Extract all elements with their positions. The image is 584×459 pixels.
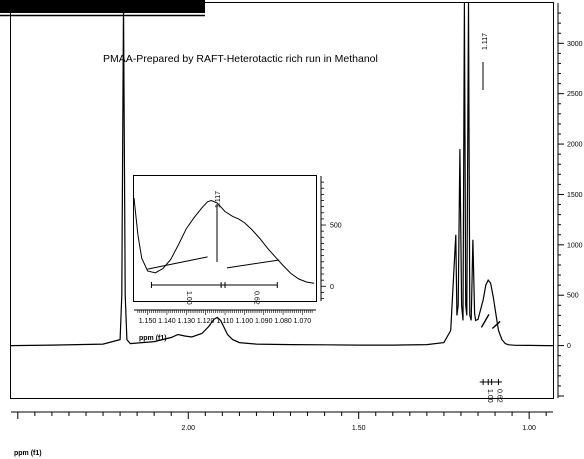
inset-integrals: 1.00 0.62 [147, 256, 280, 305]
inset-peak-label: 1.117 [215, 191, 222, 208]
inset-x-tick-label: 1.120 [197, 318, 215, 325]
inset-panel: 1.150 1.140 1.130 1.120 1.110 1.100 1.090 1.080… [133, 175, 342, 342]
inset-integral-value: 1.00 [185, 291, 192, 305]
main-y-axis: 0 500 1000 1500 2000 2500 3000 [557, 3, 583, 398]
inset-x-axis-title: ppm (f1) [139, 335, 167, 342]
inset-x-tick-label: 1.140 [158, 318, 176, 325]
main-x-axis-title: ppm (f1) [14, 450, 42, 457]
main-x-axis: 2.00 1.50 1.00 [11, 411, 553, 432]
main-y-tick-label: 1500 [567, 192, 583, 199]
main-x-tick-label: 1.50 [352, 425, 366, 432]
main-y-tick-label: 1000 [567, 242, 583, 249]
inset-y-axis: 0 500 [320, 176, 342, 301]
inset-integral-curve [147, 256, 208, 270]
main-peak-marker: 1.117 [482, 33, 489, 90]
inset-peak-marker: 1.117 [215, 191, 222, 262]
cropped-header-glyphs [0, 0, 205, 13]
inset-x-tick-label: 1.150 [139, 318, 157, 325]
inset-plot-frame [133, 175, 317, 302]
inset-x-tick-label: 1.110 [217, 318, 234, 325]
inset-x-tick-label: 1.080 [274, 318, 292, 325]
series-main-spectrum [10, 2, 553, 347]
inset-x-tick-label: 1.130 [178, 318, 196, 325]
main-integral-curve [491, 320, 501, 329]
main-x-tick-label: 2.00 [181, 425, 195, 432]
inset-y-tick-label: 500 [330, 223, 342, 230]
chart-title: PMAA-Prepared by RAFT-Heterotactic rich … [103, 53, 378, 65]
main-peak-label: 1.117 [482, 33, 489, 50]
main-integral-value: 0.62 [496, 389, 503, 403]
inset-x-axis: 1.150 1.140 1.130 1.120 1.110 1.100 1.090 1.080… [134, 309, 316, 325]
main-y-tick-label: 0 [567, 343, 571, 350]
main-x-tick-label: 1.00 [522, 425, 536, 432]
main-y-tick-label: 2000 [567, 142, 583, 149]
main-integral-curve [480, 314, 490, 328]
inset-y-tick-label: 0 [330, 284, 334, 291]
inset-integral-value: 0.62 [253, 291, 260, 305]
main-plot-frame [10, 2, 554, 399]
inset-x-tick-label: 1.070 [294, 318, 312, 325]
main-integrals: 1.00 0.62 [479, 314, 503, 403]
inset-x-tick-label: 1.100 [236, 318, 254, 325]
inset-integral-curve [226, 259, 280, 269]
main-y-tick-label: 3000 [567, 41, 583, 48]
inset-x-tick-label: 1.090 [255, 318, 273, 325]
main-integral-value: 1.00 [486, 389, 493, 403]
main-y-tick-label: 500 [567, 293, 579, 300]
series-inset-spectrum [133, 198, 315, 284]
cropped-header-text [0, 0, 205, 17]
main-y-tick-label: 2500 [567, 91, 583, 98]
